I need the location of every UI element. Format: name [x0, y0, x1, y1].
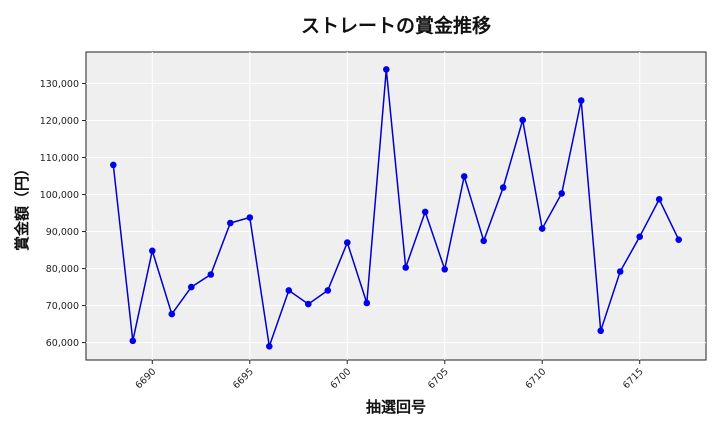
x-tick-label: 6705 — [426, 366, 451, 391]
data-point — [246, 214, 254, 221]
data-point — [499, 184, 507, 191]
data-point — [577, 97, 585, 104]
data-point — [149, 247, 156, 255]
data-point — [168, 310, 176, 318]
data-point — [383, 66, 390, 73]
data-point — [129, 337, 137, 345]
x-tick-label: 6700 — [328, 366, 353, 391]
y-tick-label: 130,000 — [40, 79, 79, 90]
data-point — [616, 268, 624, 275]
x-tick-label: 6710 — [523, 366, 548, 391]
data-point — [110, 161, 117, 169]
chart-title: ストレートの賞金推移 — [301, 14, 491, 37]
x-tick-label: 6690 — [134, 366, 159, 391]
data-point — [188, 283, 195, 291]
data-point — [675, 236, 682, 243]
data-point — [480, 237, 488, 245]
data-point — [266, 343, 273, 350]
x-axis: 6690 6695 6700 6705 6710 6715 — [134, 360, 646, 391]
y-axis-label: 賞金額（円） — [13, 161, 31, 251]
series-layer — [110, 66, 682, 350]
x-tick-label: 6695 — [231, 366, 256, 391]
data-point — [460, 173, 468, 180]
grid-lines — [86, 52, 706, 360]
y-tick-label: 110,000 — [40, 153, 79, 164]
y-tick-label: 120,000 — [40, 116, 79, 127]
x-axis-label: 抽選回号 — [366, 398, 426, 416]
series-line — [112, 69, 680, 347]
y-tick-label: 90,000 — [46, 227, 79, 238]
data-point — [597, 327, 604, 335]
data-point — [441, 266, 449, 273]
data-point — [538, 225, 546, 232]
x-tick-label: 6715 — [621, 366, 646, 391]
data-point — [421, 208, 429, 216]
data-point — [363, 299, 371, 307]
y-axis: 60,000 70,000 80,000 90,000 100,000 110,000 12… — [40, 79, 86, 349]
data-point — [207, 271, 215, 278]
y-tick-label: 100,000 — [40, 190, 79, 201]
data-point — [655, 196, 663, 203]
data-point — [285, 287, 293, 294]
data-point — [519, 116, 526, 124]
data-point — [324, 287, 332, 294]
data-point — [636, 233, 643, 240]
data-point — [402, 264, 410, 271]
y-tick-label: 80,000 — [46, 264, 79, 275]
data-point — [227, 219, 234, 227]
y-tick-label: 70,000 — [46, 301, 79, 312]
data-point — [305, 300, 312, 308]
data-point — [558, 190, 565, 197]
y-tick-label: 60,000 — [46, 338, 79, 349]
plot-area — [85, 51, 707, 361]
data-point — [344, 239, 351, 246]
